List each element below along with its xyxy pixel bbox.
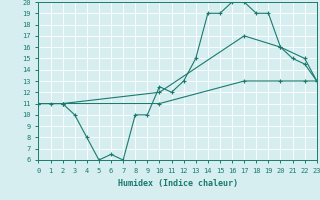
X-axis label: Humidex (Indice chaleur): Humidex (Indice chaleur) (118, 179, 238, 188)
